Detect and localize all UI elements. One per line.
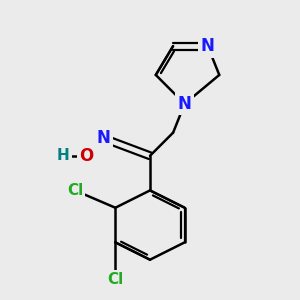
Text: Cl: Cl xyxy=(67,183,83,198)
Text: N: N xyxy=(201,37,215,55)
Text: H: H xyxy=(57,148,70,163)
Text: N: N xyxy=(97,130,111,148)
Text: O: O xyxy=(80,147,94,165)
Text: N: N xyxy=(178,95,192,113)
Text: Cl: Cl xyxy=(107,272,124,287)
